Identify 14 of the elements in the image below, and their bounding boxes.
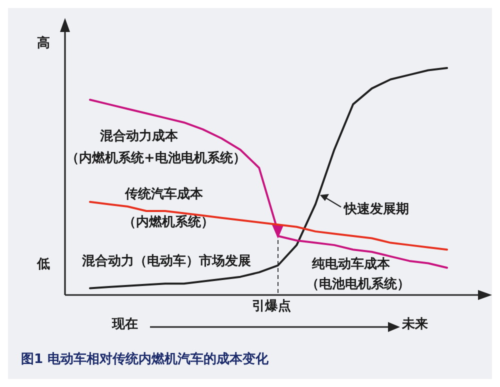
text: 现在 [111, 317, 138, 332]
annotation: （内燃机系统+电池电机系统） [66, 150, 246, 166]
annotation: 纯电动车成本 [311, 256, 391, 272]
text: 未来 [401, 317, 428, 332]
annotation: 快速发展期 [343, 202, 409, 217]
text: 低 [36, 257, 50, 272]
text: 引爆点 [252, 298, 291, 314]
annotation: 混合动力（电动车）市场发展 [81, 253, 251, 269]
annotation: 传统汽车成本 [124, 186, 204, 202]
annotation: 混合动力成本 [99, 128, 179, 144]
annotation: （内燃机系统） [123, 214, 214, 230]
text: 图1 电动车相对传统内燃机汽车的成本变化 [21, 351, 270, 367]
text: 高 [37, 35, 50, 51]
annotation: （电池电机系统） [306, 276, 410, 292]
